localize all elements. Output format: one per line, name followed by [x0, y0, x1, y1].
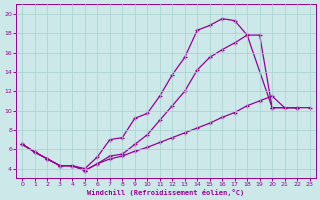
X-axis label: Windchill (Refroidissement éolien,°C): Windchill (Refroidissement éolien,°C) [87, 189, 245, 196]
